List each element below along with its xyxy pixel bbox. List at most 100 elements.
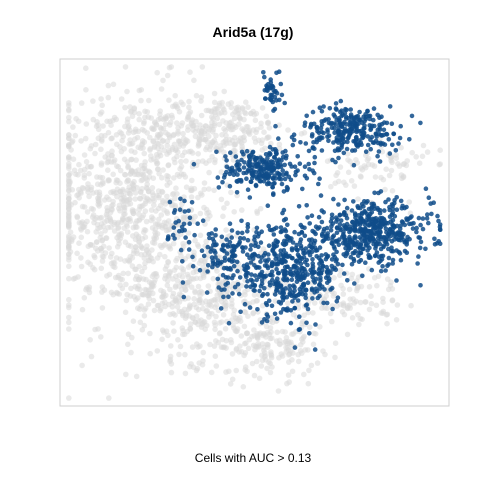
selected-cell-point bbox=[267, 144, 273, 150]
background-cell-point bbox=[400, 161, 407, 168]
background-cell-point bbox=[151, 197, 157, 204]
background-cell-point bbox=[128, 285, 134, 292]
background-cell-point bbox=[295, 305, 302, 311]
selected-cell-point bbox=[373, 225, 379, 231]
background-cell-point bbox=[142, 159, 148, 165]
background-cell-point bbox=[132, 136, 138, 142]
selected-cell-point bbox=[330, 221, 336, 226]
background-cell-point bbox=[424, 149, 431, 155]
background-cell-point bbox=[75, 118, 82, 125]
background-cell-point bbox=[229, 317, 235, 323]
background-cell-point bbox=[185, 306, 192, 312]
background-cell-point bbox=[365, 161, 372, 168]
background-cell-point bbox=[132, 196, 138, 202]
background-cell-point bbox=[148, 286, 154, 293]
selected-cell-point bbox=[256, 231, 262, 237]
selected-cell-point bbox=[242, 267, 247, 272]
background-cell-point bbox=[164, 72, 171, 79]
selected-cell-point bbox=[389, 121, 395, 126]
background-cell-point bbox=[123, 297, 130, 304]
selected-cell-point bbox=[222, 255, 228, 260]
selected-cell-point bbox=[317, 281, 323, 287]
background-cell-point bbox=[79, 219, 86, 225]
selected-cell-point bbox=[316, 271, 322, 276]
selected-cell-point bbox=[366, 113, 372, 119]
background-cell-point bbox=[92, 150, 98, 157]
background-cell-point bbox=[180, 130, 186, 137]
selected-cell-point bbox=[304, 113, 310, 119]
background-cell-point bbox=[130, 250, 137, 257]
selected-cell-point bbox=[180, 259, 185, 264]
selected-cell-point bbox=[270, 159, 276, 165]
selected-cell-point bbox=[255, 307, 260, 312]
selected-cell-point bbox=[298, 261, 304, 267]
background-cell-point bbox=[172, 296, 179, 302]
background-cell-point bbox=[235, 317, 242, 323]
selected-cell-point bbox=[262, 285, 267, 291]
background-cell-point bbox=[408, 302, 414, 309]
background-cell-point bbox=[157, 202, 164, 209]
selected-cell-point bbox=[345, 139, 350, 145]
selected-cell-point bbox=[320, 263, 326, 269]
selected-cell-point bbox=[273, 238, 279, 243]
background-cell-point bbox=[228, 100, 234, 106]
background-cell-point bbox=[283, 338, 289, 345]
background-cell-point bbox=[246, 300, 252, 307]
selected-cell-point bbox=[335, 146, 341, 151]
selected-cell-point bbox=[268, 272, 274, 278]
selected-cell-point bbox=[229, 275, 235, 281]
background-cell-point bbox=[241, 323, 248, 330]
background-cell-point bbox=[371, 163, 378, 169]
background-cell-point bbox=[301, 333, 307, 340]
selected-cell-point bbox=[329, 120, 335, 126]
background-cell-point bbox=[228, 104, 234, 111]
selected-cells-layer bbox=[165, 69, 443, 352]
background-cell-point bbox=[233, 367, 239, 374]
background-cell-point bbox=[109, 250, 115, 257]
selected-cell-point bbox=[397, 135, 403, 141]
selected-cell-point bbox=[333, 106, 339, 111]
selected-cell-point bbox=[318, 275, 323, 281]
selected-cell-point bbox=[219, 259, 224, 265]
background-cell-point bbox=[66, 118, 72, 125]
background-cell-point bbox=[373, 302, 380, 309]
background-cell-point bbox=[171, 156, 177, 162]
background-cell-point bbox=[134, 285, 141, 292]
selected-cell-point bbox=[345, 278, 350, 283]
background-cell-point bbox=[197, 257, 204, 264]
selected-cell-point bbox=[282, 176, 288, 182]
selected-cell-point bbox=[190, 263, 196, 269]
selected-cell-point bbox=[186, 247, 192, 252]
selected-cell-point bbox=[431, 200, 437, 205]
selected-cell-point bbox=[386, 197, 391, 202]
selected-cell-point bbox=[388, 219, 394, 224]
selected-cell-point bbox=[241, 236, 247, 241]
selected-cell-point bbox=[375, 153, 380, 159]
selected-cell-point bbox=[379, 114, 384, 119]
selected-cell-point bbox=[258, 155, 263, 160]
background-cell-point bbox=[212, 326, 218, 333]
background-cell-point bbox=[139, 291, 145, 298]
selected-cell-point bbox=[297, 291, 302, 297]
selected-cell-point bbox=[302, 164, 308, 169]
background-cell-point bbox=[66, 172, 72, 179]
selected-cell-point bbox=[214, 149, 219, 155]
selected-cell-point bbox=[231, 263, 237, 269]
selected-cell-point bbox=[278, 81, 284, 87]
selected-cell-point bbox=[420, 226, 426, 232]
background-cell-point bbox=[267, 369, 274, 376]
selected-cell-point bbox=[201, 253, 207, 259]
selected-cell-point bbox=[294, 242, 300, 248]
background-cell-point bbox=[84, 209, 91, 215]
background-cell-point bbox=[224, 200, 230, 207]
background-cell-point bbox=[157, 108, 163, 114]
selected-cell-point bbox=[365, 142, 371, 148]
background-cell-point bbox=[174, 277, 181, 284]
background-cell-point bbox=[99, 305, 106, 311]
selected-cell-point bbox=[275, 276, 280, 282]
background-cell-point bbox=[173, 185, 179, 191]
background-cell-point bbox=[85, 181, 91, 187]
selected-cell-point bbox=[247, 195, 253, 200]
selected-cell-point bbox=[407, 137, 412, 142]
background-cell-point bbox=[136, 211, 142, 217]
